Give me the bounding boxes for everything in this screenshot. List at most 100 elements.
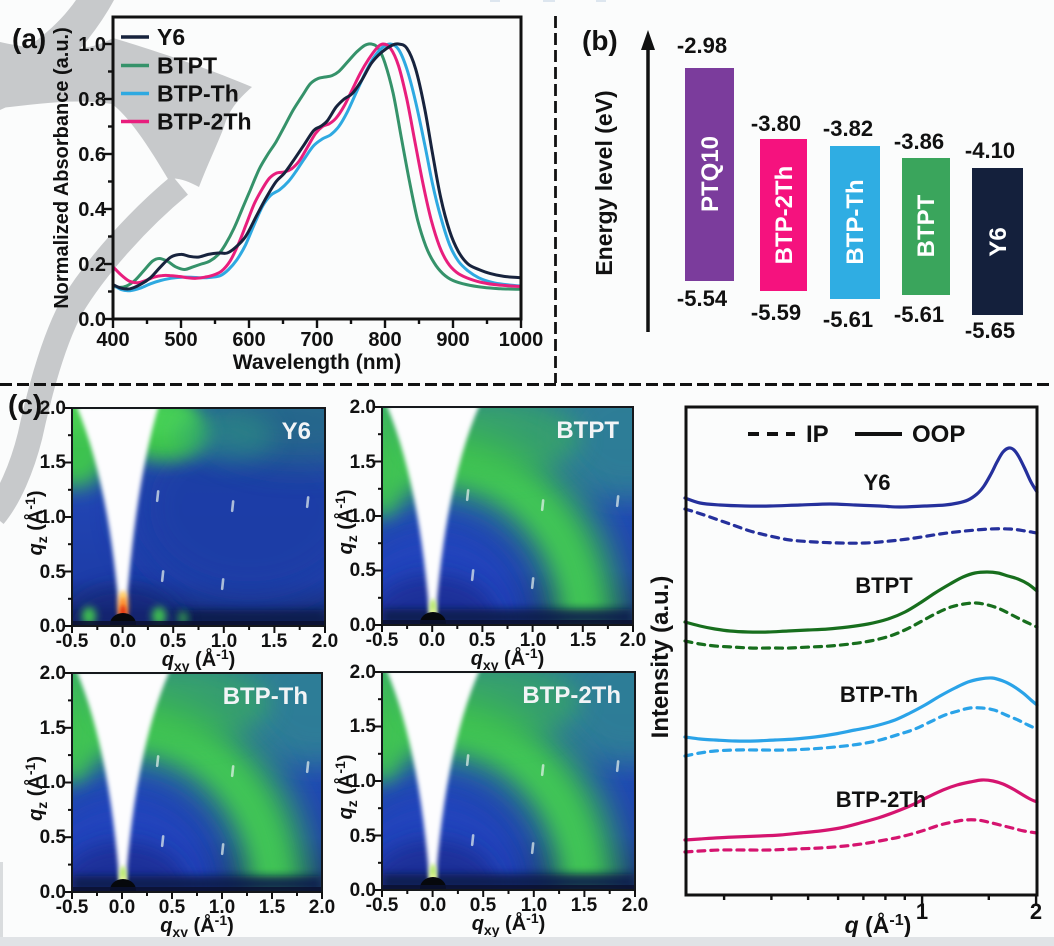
svg-text:BTP-Th: BTP-Th bbox=[223, 683, 308, 710]
svg-text:BTP-2Th: BTP-2Th bbox=[836, 787, 926, 812]
svg-text:1.5: 1.5 bbox=[261, 631, 288, 652]
svg-text:0.0: 0.0 bbox=[350, 880, 376, 901]
svg-text:1.5: 1.5 bbox=[40, 452, 67, 473]
svg-text:1.0: 1.0 bbox=[521, 895, 547, 916]
svg-text:0.5: 0.5 bbox=[350, 560, 377, 581]
svg-text:IP: IP bbox=[806, 421, 829, 448]
svg-text:Y6: Y6 bbox=[985, 227, 1012, 256]
svg-text:0.0: 0.0 bbox=[350, 615, 376, 636]
svg-text:-0.5: -0.5 bbox=[56, 631, 89, 652]
svg-text:1.0: 1.0 bbox=[209, 897, 235, 918]
svg-text:Energy level (eV): Energy level (eV) bbox=[591, 90, 617, 275]
svg-text:qz (Å-1): qz (Å-1) bbox=[22, 756, 50, 821]
svg-text:-5.59: -5.59 bbox=[751, 300, 801, 325]
svg-text:(b): (b) bbox=[582, 25, 618, 56]
svg-text:1.5: 1.5 bbox=[571, 895, 598, 916]
svg-text:0.0: 0.0 bbox=[78, 309, 106, 331]
svg-text:1.0: 1.0 bbox=[78, 34, 106, 56]
svg-text:qxy (Å-1): qxy (Å-1) bbox=[472, 910, 546, 938]
svg-text:BTPT: BTPT bbox=[556, 417, 619, 444]
svg-text:700: 700 bbox=[300, 329, 333, 351]
svg-text:qxy (Å-1): qxy (Å-1) bbox=[471, 645, 545, 673]
svg-text:0.0: 0.0 bbox=[40, 882, 66, 903]
svg-text:2.0: 2.0 bbox=[40, 398, 66, 419]
svg-text:-3.86: -3.86 bbox=[894, 129, 944, 154]
svg-text:2.0: 2.0 bbox=[620, 630, 646, 651]
svg-text:400: 400 bbox=[96, 329, 129, 351]
svg-text:0.0: 0.0 bbox=[420, 895, 446, 916]
svg-text:PTQ10: PTQ10 bbox=[697, 136, 724, 212]
svg-text:-0.5: -0.5 bbox=[366, 630, 399, 651]
svg-text:BTPT: BTPT bbox=[855, 573, 913, 598]
svg-text:2: 2 bbox=[1030, 899, 1042, 924]
svg-text:BTPT: BTPT bbox=[913, 194, 940, 257]
svg-text:qz (Å-1): qz (Å-1) bbox=[332, 489, 360, 554]
svg-text:-5.54: -5.54 bbox=[677, 286, 728, 311]
svg-text:1.0: 1.0 bbox=[211, 631, 237, 652]
svg-text:Y6: Y6 bbox=[157, 24, 185, 50]
svg-text:1.5: 1.5 bbox=[350, 452, 377, 473]
svg-text:2.0: 2.0 bbox=[350, 662, 376, 683]
svg-text:OOP: OOP bbox=[912, 421, 965, 448]
svg-text:BTPT: BTPT bbox=[157, 53, 217, 79]
svg-text:600: 600 bbox=[232, 329, 265, 351]
svg-text:0.5: 0.5 bbox=[40, 827, 67, 848]
svg-text:BTP-Th: BTP-Th bbox=[842, 179, 869, 264]
svg-text:0.0: 0.0 bbox=[419, 630, 445, 651]
svg-text:Normalized Absorbance (a.u.): Normalized Absorbance (a.u.) bbox=[51, 27, 73, 309]
svg-text:1.0: 1.0 bbox=[350, 771, 376, 792]
svg-text:2.0: 2.0 bbox=[309, 897, 335, 918]
svg-text:1.0: 1.0 bbox=[40, 507, 66, 528]
svg-text:2.0: 2.0 bbox=[40, 663, 66, 684]
svg-text:0.2: 0.2 bbox=[78, 254, 106, 276]
svg-text:qz (Å-1): qz (Å-1) bbox=[332, 754, 360, 819]
svg-text:500: 500 bbox=[164, 329, 197, 351]
svg-text:1.5: 1.5 bbox=[570, 630, 597, 651]
svg-text:2.0: 2.0 bbox=[622, 895, 648, 916]
svg-text:0.5: 0.5 bbox=[350, 826, 377, 847]
svg-text:1.5: 1.5 bbox=[40, 718, 67, 739]
svg-text:1: 1 bbox=[916, 899, 928, 924]
svg-text:Wavelength (nm): Wavelength (nm) bbox=[233, 351, 401, 374]
svg-text:0.5: 0.5 bbox=[469, 630, 496, 651]
svg-text:0.5: 0.5 bbox=[160, 631, 187, 652]
svg-text:0.5: 0.5 bbox=[40, 562, 67, 583]
svg-text:1.5: 1.5 bbox=[259, 897, 286, 918]
svg-text:0.5: 0.5 bbox=[159, 897, 186, 918]
svg-text:BTP-2Th: BTP-2Th bbox=[157, 109, 252, 135]
svg-text:(c): (c) bbox=[8, 389, 42, 420]
svg-text:Y6: Y6 bbox=[282, 418, 311, 445]
svg-text:0.0: 0.0 bbox=[40, 616, 66, 637]
svg-text:0.4: 0.4 bbox=[78, 199, 107, 221]
svg-text:-4.10: -4.10 bbox=[965, 138, 1015, 163]
svg-text:1000: 1000 bbox=[499, 329, 544, 351]
svg-text:1.0: 1.0 bbox=[40, 772, 66, 793]
svg-text:-2.98: -2.98 bbox=[677, 33, 727, 58]
svg-text:-5.61: -5.61 bbox=[823, 307, 873, 332]
svg-text:(a): (a) bbox=[12, 23, 46, 54]
svg-text:0.0: 0.0 bbox=[110, 631, 136, 652]
svg-text:0.8: 0.8 bbox=[78, 89, 106, 111]
svg-text:1.0: 1.0 bbox=[350, 506, 376, 527]
svg-text:-5.65: -5.65 bbox=[965, 318, 1015, 343]
svg-text:-3.82: -3.82 bbox=[823, 116, 873, 141]
svg-text:-0.5: -0.5 bbox=[366, 895, 399, 916]
svg-text:2.0: 2.0 bbox=[312, 631, 338, 652]
svg-text:BTP-Th: BTP-Th bbox=[157, 81, 239, 107]
svg-text:BTP-Th: BTP-Th bbox=[840, 682, 918, 707]
svg-text:-3.80: -3.80 bbox=[751, 111, 801, 136]
svg-text:Y6: Y6 bbox=[864, 470, 891, 495]
svg-text:BTP-2Th: BTP-2Th bbox=[771, 166, 798, 265]
svg-text:0.0: 0.0 bbox=[109, 897, 135, 918]
svg-text:0.6: 0.6 bbox=[78, 144, 106, 166]
svg-text:800: 800 bbox=[368, 329, 401, 351]
svg-text:1.0: 1.0 bbox=[520, 630, 546, 651]
svg-text:2.0: 2.0 bbox=[350, 397, 376, 418]
svg-text:qxy (Å-1): qxy (Å-1) bbox=[160, 912, 234, 940]
svg-text:1.5: 1.5 bbox=[350, 716, 377, 737]
svg-text:-5.61: -5.61 bbox=[894, 302, 944, 327]
svg-text:900: 900 bbox=[436, 329, 469, 351]
svg-text:BTP-2Th: BTP-2Th bbox=[522, 682, 621, 709]
svg-text:Intensity (a.u.): Intensity (a.u.) bbox=[647, 576, 674, 739]
svg-text:-0.5: -0.5 bbox=[56, 897, 89, 918]
